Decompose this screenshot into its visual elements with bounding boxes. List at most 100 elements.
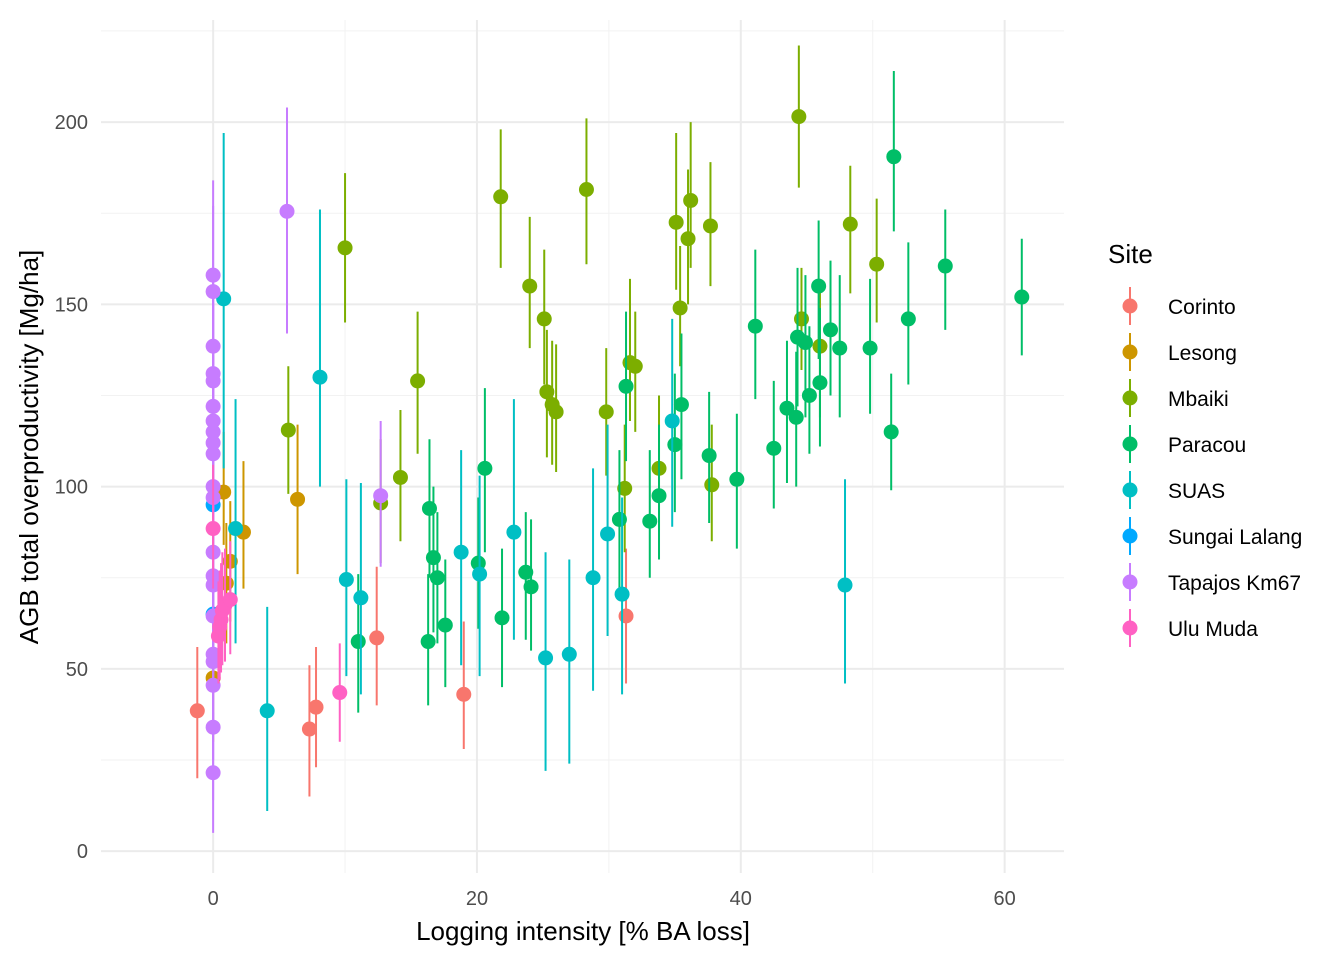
data-point xyxy=(627,358,643,374)
data-point xyxy=(702,218,718,234)
series-paracou xyxy=(350,71,1030,713)
data-point xyxy=(453,544,469,560)
data-point xyxy=(793,311,809,327)
legend-key-dot xyxy=(1122,436,1138,452)
data-points xyxy=(189,45,1030,833)
legend-label: Mbaiki xyxy=(1168,388,1229,411)
data-point xyxy=(536,311,552,327)
data-point xyxy=(472,566,488,582)
legend-item: Corinto xyxy=(1122,287,1236,325)
data-point xyxy=(561,646,577,662)
data-point xyxy=(701,448,717,464)
data-point xyxy=(506,524,522,540)
legend-label: Lesong xyxy=(1168,342,1237,365)
legend-label: Sungai Lalang xyxy=(1168,526,1302,549)
legend-title: Site xyxy=(1108,239,1153,269)
data-point xyxy=(886,149,902,165)
data-point xyxy=(617,480,633,496)
data-point xyxy=(228,521,244,537)
legend: Site Corinto Lesong Mbaiki Paracou SUAS Sunga… xyxy=(1108,239,1302,647)
data-point xyxy=(611,511,627,527)
y-tick-label: 0 xyxy=(77,841,88,863)
data-point xyxy=(680,231,696,247)
data-point xyxy=(437,617,453,633)
data-point xyxy=(729,471,745,487)
data-point xyxy=(672,300,688,316)
data-point xyxy=(842,216,858,232)
data-point xyxy=(279,203,295,219)
legend-label: SUAS xyxy=(1168,480,1225,503)
data-point xyxy=(189,703,205,719)
legend-item: SUAS xyxy=(1122,471,1225,509)
series-suas xyxy=(216,133,853,812)
legend-key-dot xyxy=(1122,390,1138,406)
data-point xyxy=(456,686,472,702)
data-point xyxy=(522,278,538,294)
data-point xyxy=(350,634,366,650)
data-point xyxy=(518,564,534,580)
data-point xyxy=(683,192,699,208)
data-point xyxy=(332,685,348,701)
data-point xyxy=(280,422,296,438)
y-axis-ticks: 0 50 100 150 200 xyxy=(55,112,88,863)
data-point xyxy=(900,311,916,327)
data-point xyxy=(704,477,720,493)
data-point xyxy=(664,413,680,429)
data-point xyxy=(410,373,426,389)
data-point xyxy=(222,592,238,608)
data-point xyxy=(421,500,437,516)
x-axis-title: Logging intensity [% BA loss] xyxy=(416,916,750,946)
data-point xyxy=(338,572,354,588)
data-point xyxy=(667,437,683,453)
data-point xyxy=(801,387,817,403)
legend-key-dot xyxy=(1122,574,1138,590)
data-point xyxy=(618,608,634,624)
data-point xyxy=(779,400,795,416)
data-point xyxy=(812,375,828,391)
data-point xyxy=(312,369,328,385)
data-point xyxy=(585,570,601,586)
legend-key-dot xyxy=(1122,344,1138,360)
data-point xyxy=(578,182,594,198)
data-point xyxy=(337,240,353,256)
data-point xyxy=(811,278,827,294)
data-point xyxy=(523,579,539,595)
data-point xyxy=(618,378,634,394)
legend-key-dot xyxy=(1122,528,1138,544)
data-point xyxy=(259,703,275,719)
legend-item: Tapajos Km67 xyxy=(1122,563,1301,601)
data-point xyxy=(747,318,763,334)
y-tick-label: 50 xyxy=(66,659,88,681)
legend-item: Mbaiki xyxy=(1122,379,1229,417)
data-point xyxy=(642,513,658,529)
data-point xyxy=(797,335,813,351)
x-tick-label: 20 xyxy=(466,888,488,910)
data-point xyxy=(614,586,630,602)
data-point xyxy=(837,577,853,593)
legend-label: Corinto xyxy=(1168,296,1236,319)
data-point xyxy=(425,550,441,566)
data-point xyxy=(937,258,953,274)
legend-label: Ulu Muda xyxy=(1168,618,1258,641)
data-point xyxy=(862,340,878,356)
data-point xyxy=(205,521,221,537)
series-ulu-muda xyxy=(205,464,348,742)
data-point xyxy=(832,340,848,356)
data-point xyxy=(651,488,667,504)
grid-lines xyxy=(101,20,1064,873)
data-point xyxy=(494,610,510,626)
legend-item: Ulu Muda xyxy=(1122,609,1258,647)
data-point xyxy=(477,460,493,476)
x-tick-label: 0 xyxy=(208,888,219,910)
data-point xyxy=(429,570,445,586)
y-tick-label: 100 xyxy=(55,477,88,499)
data-point xyxy=(216,291,232,307)
y-tick-label: 150 xyxy=(55,294,88,316)
data-point xyxy=(1014,289,1030,305)
legend-item: Lesong xyxy=(1122,333,1237,371)
data-point xyxy=(369,630,385,646)
y-tick-label: 200 xyxy=(55,112,88,134)
legend-key-dot xyxy=(1122,482,1138,498)
data-point xyxy=(538,650,554,666)
data-point xyxy=(493,189,509,205)
